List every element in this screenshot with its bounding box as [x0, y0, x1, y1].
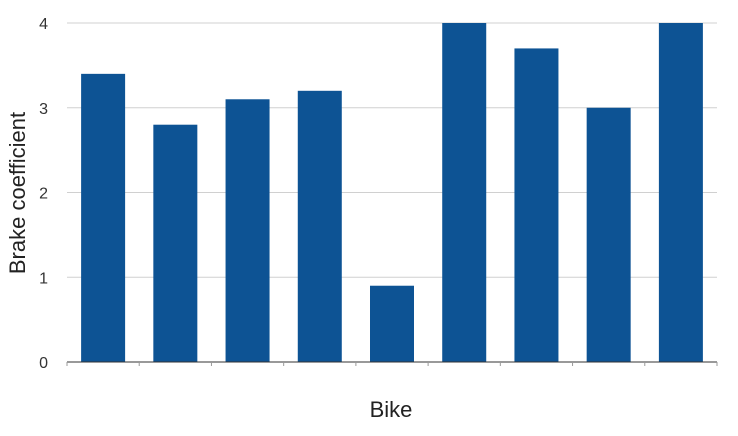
y-tick-label: 1	[39, 270, 48, 287]
bar-9	[658, 23, 703, 362]
bar-7	[514, 48, 559, 363]
x-axis	[66, 361, 718, 366]
y-tick-label: 2	[39, 186, 48, 203]
bars	[81, 23, 703, 363]
bar-4	[297, 90, 342, 363]
bar-1	[81, 73, 126, 362]
y-tick-label: 0	[39, 355, 48, 372]
bar-6	[442, 23, 487, 362]
bar-5	[370, 285, 414, 362]
y-tick-label: 4	[39, 16, 48, 33]
y-axis-title: Brake coefficient	[5, 112, 30, 274]
y-tick-labels: 0 1 2 3 4	[39, 16, 48, 372]
bar-3	[225, 99, 270, 363]
bar-8	[586, 107, 631, 362]
bar-2	[153, 124, 198, 362]
x-axis-title: Bike	[370, 397, 413, 422]
y-tick-label: 3	[39, 101, 48, 118]
